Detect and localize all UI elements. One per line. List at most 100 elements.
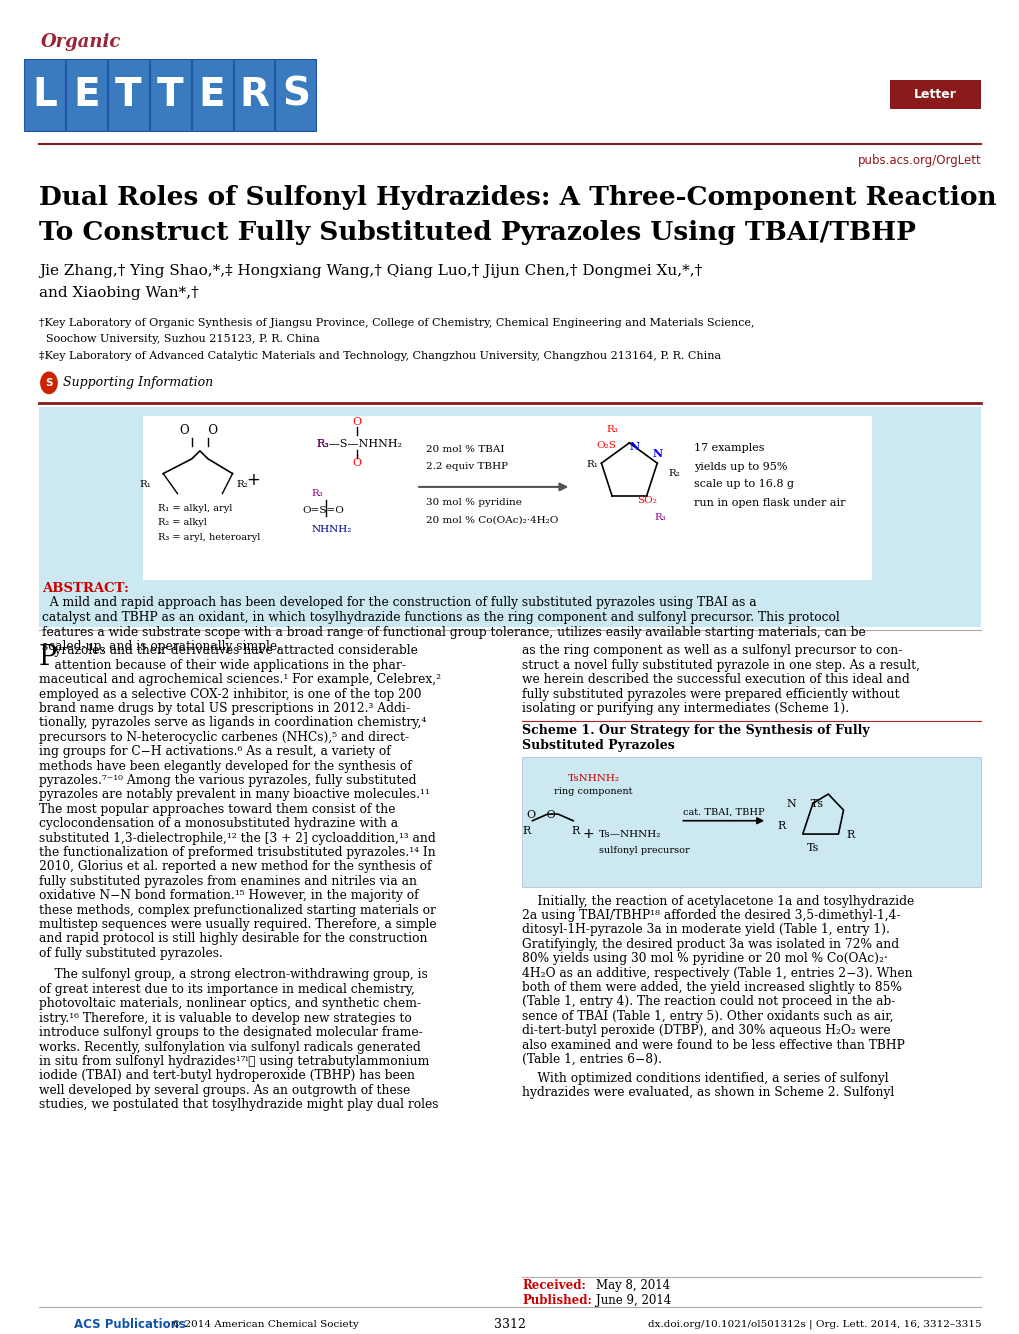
Text: R₃: R₃ [654,514,666,522]
Text: dx.doi.org/10.1021/ol501312s | Org. Lett. 2014, 16, 3312–3315: dx.doi.org/10.1021/ol501312s | Org. Lett… [647,1319,980,1330]
Text: +: + [246,471,260,490]
Text: June 9, 2014: June 9, 2014 [595,1294,671,1307]
Text: O: O [353,458,361,468]
Text: fully substituted pyrazoles were prepared efficiently without: fully substituted pyrazoles were prepare… [522,687,899,700]
Text: (Table 1, entries 6−8).: (Table 1, entries 6−8). [522,1053,661,1066]
Text: R₂: R₂ [236,480,249,488]
Text: O   O: O O [527,810,555,820]
Text: tionally, pyrazoles serve as ligands in coordination chemistry,⁴: tionally, pyrazoles serve as ligands in … [39,716,426,730]
Text: The most popular approaches toward them consist of the: The most popular approaches toward them … [39,803,395,816]
Text: ‡Key Laboratory of Advanced Catalytic Materials and Technology, Changzhou Univer: ‡Key Laboratory of Advanced Catalytic Ma… [39,351,720,362]
Text: R₃: R₃ [311,490,323,498]
Text: as the ring component as well as a sulfonyl precursor to con-: as the ring component as well as a sulfo… [522,644,902,658]
Text: Scheme 1. Our Strategy for the Synthesis of Fully: Scheme 1. Our Strategy for the Synthesis… [522,723,869,736]
Text: yrazoles and their derivatives have attracted considerable: yrazoles and their derivatives have attr… [39,644,417,658]
Text: +: + [582,827,594,842]
Text: run in open flask under air: run in open flask under air [693,498,845,508]
Text: yields up to 95%: yields up to 95% [693,462,787,472]
FancyBboxPatch shape [275,59,316,131]
Text: 17 examples: 17 examples [693,443,763,454]
Text: 80% yields using 30 mol % pyridine or 20 mol % Co(OAc)₂·: 80% yields using 30 mol % pyridine or 20… [522,952,888,966]
Text: T: T [115,76,142,113]
Text: ditosyl-1H-pyrazole 3a in moderate yield (Table 1, entry 1).: ditosyl-1H-pyrazole 3a in moderate yield… [522,923,890,936]
Text: Initially, the reaction of acetylacetone 1a and tosylhydrazide: Initially, the reaction of acetylacetone… [522,895,914,907]
Text: Ts: Ts [806,843,818,854]
Text: Letter: Letter [913,88,956,101]
Text: R₃: R₃ [605,426,618,434]
Text: R: R [846,830,854,840]
Text: With optimized conditions identified, a series of sulfonyl: With optimized conditions identified, a … [522,1071,888,1085]
Text: cat. TBAI, TBHP: cat. TBAI, TBHP [682,807,764,816]
FancyBboxPatch shape [890,80,980,109]
Text: pubs.acs.org/OrgLett: pubs.acs.org/OrgLett [857,153,980,167]
Text: scale up to 16.8 g: scale up to 16.8 g [693,479,793,490]
Text: hydrazides were evaluated, as shown in Scheme 2. Sulfonyl: hydrazides were evaluated, as shown in S… [522,1086,894,1099]
Text: Soochow University, Suzhou 215123, P. R. China: Soochow University, Suzhou 215123, P. R.… [39,334,319,344]
Text: R₁: R₁ [139,480,151,488]
Text: TsNHNH₂: TsNHNH₂ [568,774,619,783]
Text: introduce sulfonyl groups to the designated molecular frame-: introduce sulfonyl groups to the designa… [39,1026,422,1039]
Text: ring component: ring component [554,787,632,796]
Text: photovoltaic materials, nonlinear optics, and synthetic chem-: photovoltaic materials, nonlinear optics… [39,998,421,1010]
Text: 20 mol % Co(OAc)₂·4H₂O: 20 mol % Co(OAc)₂·4H₂O [426,516,558,524]
Text: studies, we postulated that tosylhydrazide might play dual roles: studies, we postulated that tosylhydrazi… [39,1098,438,1111]
Text: May 8, 2014: May 8, 2014 [595,1279,669,1293]
Text: © 2014 American Chemical Society: © 2014 American Chemical Society [171,1321,359,1329]
Text: R₃: R₃ [316,439,329,450]
Text: N: N [652,448,662,459]
Text: The sulfonyl group, a strong electron-withdrawing group, is: The sulfonyl group, a strong electron-wi… [39,968,427,982]
Text: both of them were added, the yield increased slightly to 85%: both of them were added, the yield incre… [522,980,901,994]
FancyBboxPatch shape [108,59,149,131]
Text: P: P [39,644,57,671]
Text: Supporting Information: Supporting Information [63,376,213,390]
Text: cyclocondensation of a monosubstituted hydrazine with a: cyclocondensation of a monosubstituted h… [39,818,397,830]
Text: substituted 1,3-dielectrophile,¹² the [3 + 2] cycloaddition,¹³ and: substituted 1,3-dielectrophile,¹² the [3… [39,831,435,844]
FancyBboxPatch shape [192,59,232,131]
Text: 3312: 3312 [493,1318,526,1331]
Text: oxidative N−N bond formation.¹⁵ However, in the majority of: oxidative N−N bond formation.¹⁵ However,… [39,890,418,902]
Text: of fully substituted pyrazoles.: of fully substituted pyrazoles. [39,947,222,960]
Text: struct a novel fully substituted pyrazole in one step. As a result,: struct a novel fully substituted pyrazol… [522,659,919,672]
Text: Dual Roles of Sulfonyl Hydrazides: A Three-Component Reaction: Dual Roles of Sulfonyl Hydrazides: A Thr… [39,185,996,209]
Text: features a wide substrate scope with a broad range of functional group tolerance: features a wide substrate scope with a b… [42,626,865,639]
Text: 2a using TBAI/TBHP¹⁸ afforded the desired 3,5-dimethyl-1,4-: 2a using TBAI/TBHP¹⁸ afforded the desire… [522,908,900,922]
Text: employed as a selective COX-2 inhibitor, is one of the top 200: employed as a selective COX-2 inhibitor,… [39,687,421,700]
FancyBboxPatch shape [66,59,107,131]
Text: precursors to N-heterocyclic carbenes (NHCs),⁵ and direct-: precursors to N-heterocyclic carbenes (N… [39,731,409,744]
Text: Substituted Pyrazoles: Substituted Pyrazoles [522,739,675,751]
FancyBboxPatch shape [233,59,274,131]
Text: S: S [45,378,53,388]
Text: R₃—S—NHNH₂: R₃—S—NHNH₂ [316,439,401,450]
Text: pyrazoles are notably prevalent in many bioactive molecules.¹¹: pyrazoles are notably prevalent in many … [39,788,429,802]
Text: these methods, complex prefunctionalized starting materials or: these methods, complex prefunctionalized… [39,903,435,916]
Text: E: E [199,76,225,113]
Circle shape [41,372,57,394]
Text: O: O [353,416,361,427]
Text: †Key Laboratory of Organic Synthesis of Jiangsu Province, College of Chemistry, : †Key Laboratory of Organic Synthesis of … [39,317,753,328]
Text: R: R [571,826,579,836]
Text: sulfonyl precursor: sulfonyl precursor [598,846,689,855]
Text: ACS Publications: ACS Publications [74,1318,186,1331]
Text: NHNH₂: NHNH₂ [311,526,352,534]
Text: N: N [629,442,639,452]
FancyBboxPatch shape [24,59,65,131]
Text: works. Recently, sulfonylation via sulfonyl radicals generated: works. Recently, sulfonylation via sulfo… [39,1041,420,1054]
Text: Received:: Received: [522,1279,586,1293]
Text: in situ from sulfonyl hydrazides¹⁷ⁱ⁥ using tetrabutylammonium: in situ from sulfonyl hydrazides¹⁷ⁱ⁥ usi… [39,1055,429,1069]
Text: O=S=O: O=S=O [302,507,343,515]
Text: R₃ = aryl, heteroaryl: R₃ = aryl, heteroaryl [158,534,260,542]
Text: and rapid protocol is still highly desirable for the construction: and rapid protocol is still highly desir… [39,932,427,946]
FancyBboxPatch shape [39,407,980,627]
Text: pyrazoles.⁷⁻¹⁰ Among the various pyrazoles, fully substituted: pyrazoles.⁷⁻¹⁰ Among the various pyrazol… [39,774,416,787]
Text: S: S [281,76,310,113]
Text: the functionalization of preformed trisubstituted pyrazoles.¹⁴ In: the functionalization of preformed trisu… [39,846,435,859]
Text: istry.¹⁶ Therefore, it is valuable to develop new strategies to: istry.¹⁶ Therefore, it is valuable to de… [39,1011,411,1025]
Text: R: R [238,76,269,113]
Text: A mild and rapid approach has been developed for the construction of fully subst: A mild and rapid approach has been devel… [42,596,756,610]
Text: O₂S: O₂S [596,442,615,450]
Text: 20 mol % TBAI: 20 mol % TBAI [426,446,504,454]
Text: E: E [73,76,100,113]
Text: catalyst and TBHP as an oxidant, in which tosylhydrazide functions as the ring c: catalyst and TBHP as an oxidant, in whic… [42,611,839,624]
Text: 2.2 equiv TBHP: 2.2 equiv TBHP [426,463,507,471]
Text: sence of TBAI (Table 1, entry 5). Other oxidants such as air,: sence of TBAI (Table 1, entry 5). Other … [522,1010,893,1023]
